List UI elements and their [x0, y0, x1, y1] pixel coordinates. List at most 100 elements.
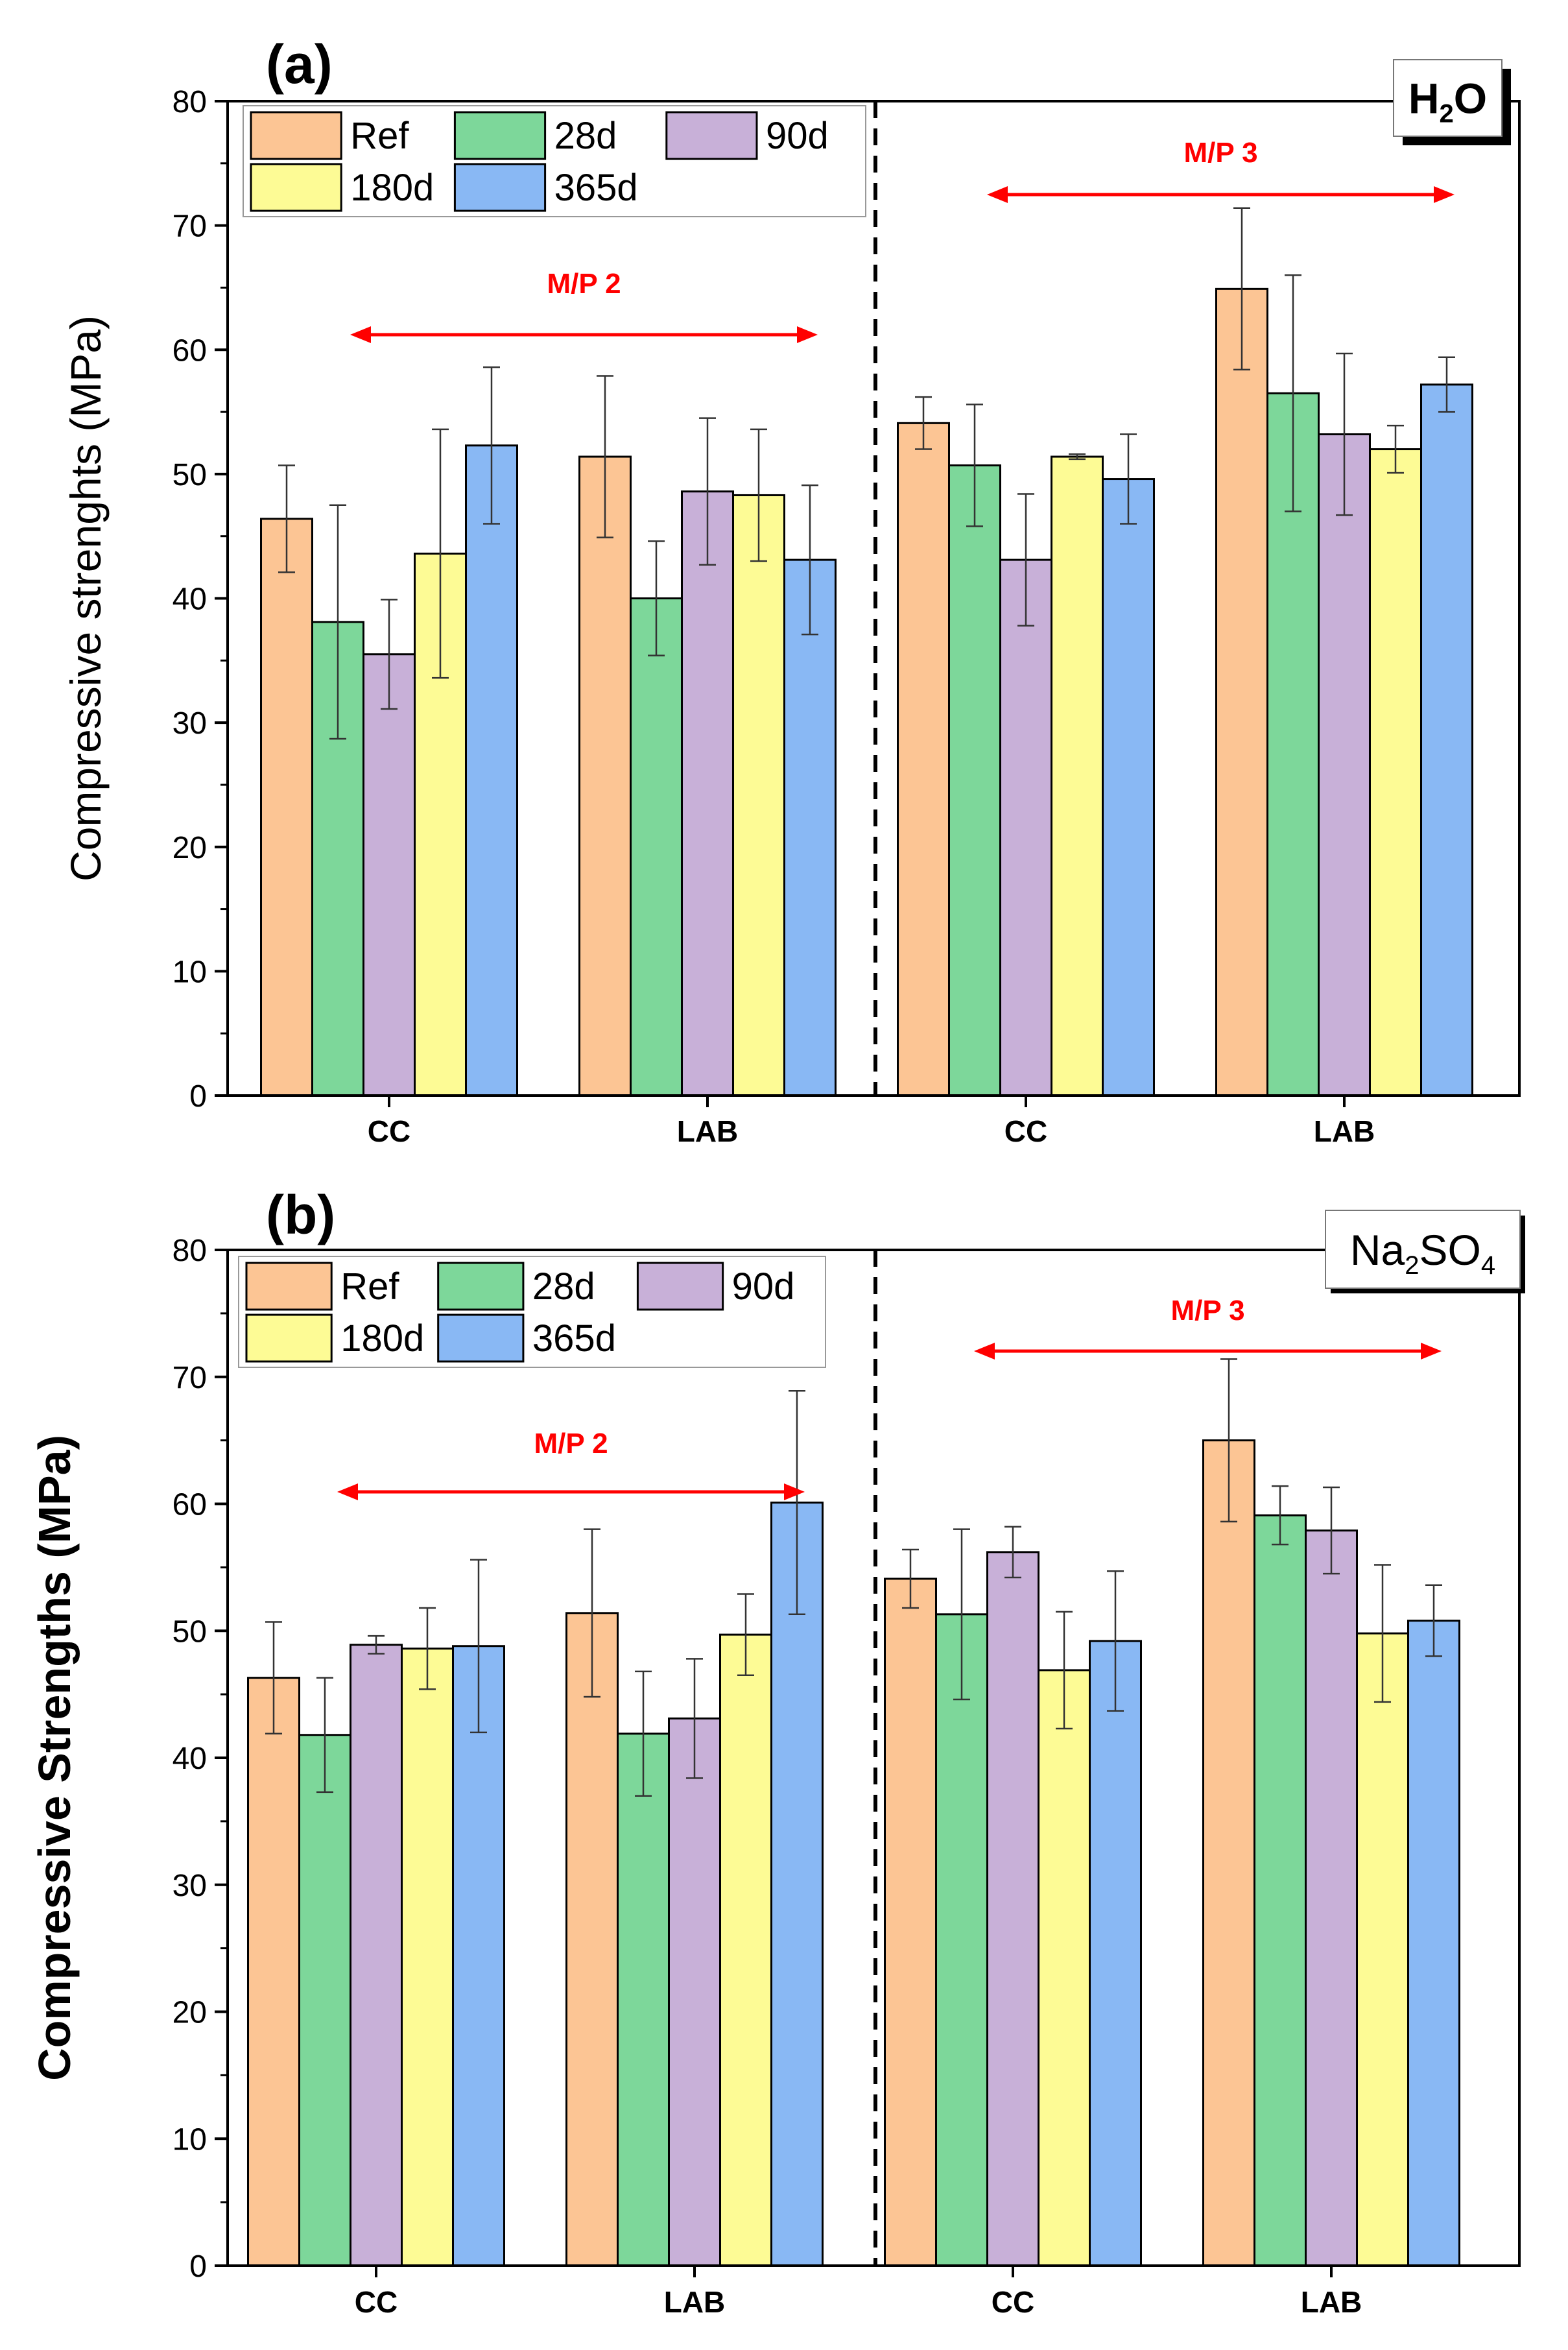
y-tick-label: 20 [172, 1996, 207, 2030]
group-arrow-head [974, 1343, 995, 1360]
bar [260, 518, 313, 1097]
bar [1369, 448, 1422, 1097]
category-label: CC [368, 1114, 410, 1148]
group-arrow-head [337, 1483, 358, 1500]
bar [681, 490, 734, 1097]
legend-swatch [453, 163, 547, 212]
bar [783, 558, 837, 1097]
legend-swatch [437, 1313, 525, 1363]
bar [1407, 1620, 1460, 2267]
group-arrow-head [350, 326, 371, 343]
group-arrow-head [1434, 186, 1455, 203]
bar [465, 444, 518, 1097]
y-tick-label: 60 [172, 1488, 207, 1522]
y-tick-label: 70 [172, 1361, 207, 1395]
legend-label: 28d [532, 1265, 595, 1308]
solvent-label: Na2SO4 [1350, 1226, 1495, 1280]
y-tick-label: 60 [172, 333, 207, 368]
bar [452, 1645, 505, 2267]
bar [770, 1502, 824, 2267]
solvent-text: H [1408, 75, 1440, 123]
group-arrow-head [987, 186, 1008, 203]
legend-label: 180d [350, 167, 434, 209]
panel-a: CC LAB CC LAB 0 10 20 30 40 50 60 70 80 Compressive s… [62, 34, 1521, 1148]
bar [565, 1612, 619, 2267]
solvent-text: Na [1350, 1226, 1405, 1274]
category-label: CC [355, 2285, 398, 2319]
y-tick-label: 80 [172, 85, 207, 119]
bar [999, 558, 1052, 1097]
y-tick-label: 0 [189, 1079, 207, 1114]
bar [1305, 1529, 1358, 2267]
legend-label: 90d [766, 115, 829, 157]
bar [986, 1551, 1039, 2267]
legend-box [238, 1256, 826, 1368]
solvent-label: H2O [1408, 75, 1487, 128]
bar [935, 1613, 988, 2267]
legend-label: 365d [554, 167, 638, 209]
bar [1215, 287, 1268, 1097]
bar [1089, 1640, 1142, 2267]
solvent-box [1393, 59, 1503, 137]
bar [617, 1733, 670, 2267]
group-label: M/P 3 [1170, 1295, 1244, 1326]
category-label: LAB [664, 2285, 726, 2319]
category-label: CC [992, 2285, 1034, 2319]
panel-label: (a) [266, 34, 333, 95]
bar [401, 1648, 454, 2267]
y-tick-label: 80 [172, 1234, 207, 1268]
bar [897, 422, 950, 1097]
legend-swatch [250, 163, 342, 212]
solvent-box [1325, 1210, 1521, 1289]
legend-swatch [250, 111, 342, 160]
solvent-subscript: 2 [1405, 1251, 1419, 1280]
y-tick-label: 10 [172, 2122, 207, 2157]
panel-b: CC LAB CC LAB 0 10 20 30 40 50 60 70 80 Compressive S… [29, 1184, 1525, 2319]
y-tick-label: 30 [172, 1869, 207, 1903]
bar [668, 1717, 721, 2267]
group-arrow-head [797, 326, 818, 343]
bar [1420, 383, 1473, 1097]
bar [1038, 1669, 1091, 2267]
bar [630, 597, 683, 1097]
y-tick-label: 70 [172, 210, 207, 244]
category-label: CC [1004, 1114, 1047, 1148]
group-label: M/P 2 [547, 268, 621, 300]
group-label: M/P 2 [534, 1428, 608, 1459]
bar [1051, 455, 1104, 1097]
bar [719, 1633, 772, 2267]
legend-swatch [636, 1262, 724, 1311]
group-arrow-head [784, 1483, 805, 1500]
bar [948, 464, 1001, 1097]
legend-swatch [453, 111, 547, 160]
category-label: LAB [677, 1114, 739, 1148]
legend-swatch [437, 1262, 525, 1311]
bar [578, 455, 632, 1097]
solvent-subscript: 4 [1481, 1251, 1495, 1280]
solvent-subscript: 2 [1440, 100, 1454, 128]
legend-swatch [665, 111, 758, 160]
y-tick-label: 30 [172, 706, 207, 741]
group-label: M/P 3 [1183, 137, 1257, 169]
bar [298, 1734, 351, 2267]
bar [1318, 433, 1371, 1097]
y-tick-label: 0 [189, 2249, 207, 2284]
bar [1253, 1514, 1307, 2267]
group-arrow-head [1421, 1343, 1442, 1360]
legend-label: 180d [340, 1317, 424, 1360]
y-tick-label: 20 [172, 831, 207, 865]
legend-swatch [245, 1262, 333, 1311]
y-tick-label: 10 [172, 955, 207, 989]
y-tick-label: 50 [172, 458, 207, 492]
y-tick-label: 40 [172, 582, 207, 617]
y-tick-label: 40 [172, 1742, 207, 1776]
legend-label: Ref [340, 1265, 399, 1308]
legend-label: 365d [532, 1317, 616, 1360]
category-label: LAB [1301, 2285, 1362, 2319]
category-label: LAB [1314, 1114, 1375, 1148]
bar [350, 1644, 403, 2267]
bar [884, 1577, 937, 2267]
legend-swatch [245, 1313, 333, 1363]
bar [1102, 478, 1155, 1097]
